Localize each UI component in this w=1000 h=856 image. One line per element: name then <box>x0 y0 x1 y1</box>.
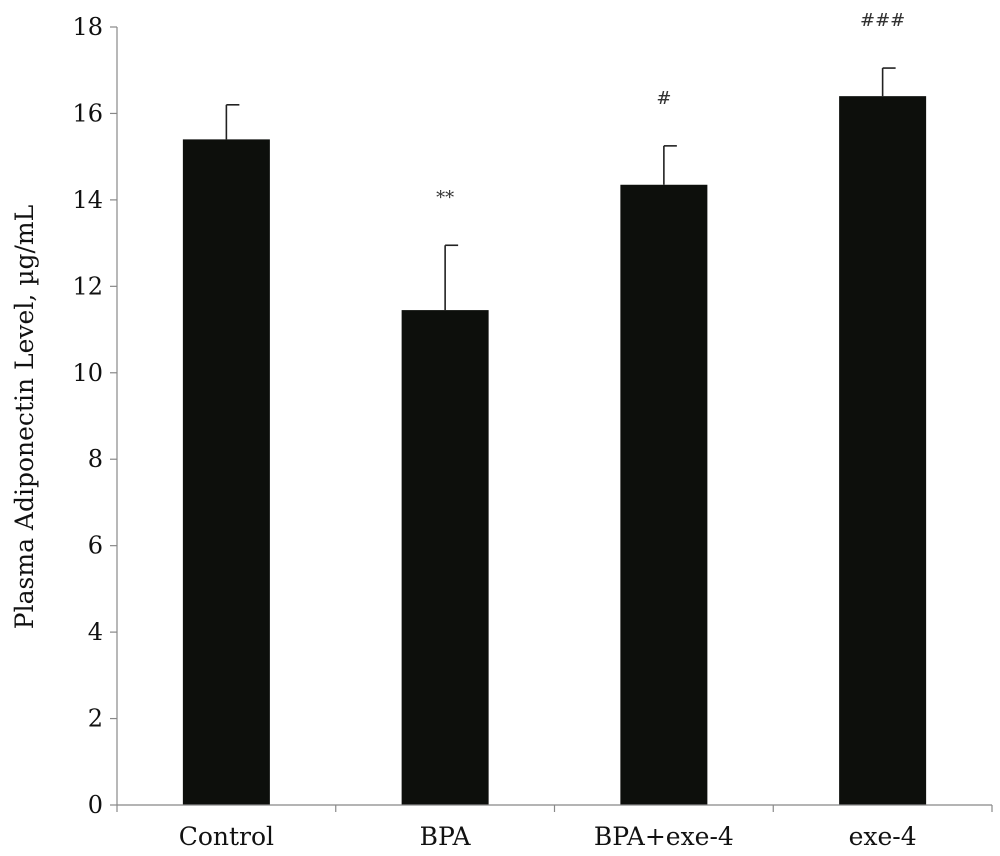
x-category-label: BPA+exe-4 <box>594 822 734 851</box>
y-tick-label: 12 <box>72 272 103 300</box>
error-bars <box>225 67 896 311</box>
y-tick-label: 8 <box>88 445 103 473</box>
significance-annotations: **#### <box>436 10 905 208</box>
bar-2 <box>620 184 708 805</box>
y-tick-label: 18 <box>72 13 103 41</box>
y-axis-ticks: 0 2 4 6 8 10 12 14 16 18 <box>72 13 117 819</box>
y-axis-label: Plasma Adiponectin Level, µg/mL <box>10 205 39 629</box>
y-tick-label: 2 <box>88 705 103 733</box>
bar-3 <box>839 96 927 805</box>
significance-mark: # <box>656 88 671 109</box>
y-tick-label: 0 <box>88 791 103 819</box>
bar-0 <box>182 139 270 805</box>
x-category-label: BPA <box>420 822 472 851</box>
y-tick-label: 6 <box>88 532 103 560</box>
bars <box>182 96 927 805</box>
y-tick-label: 16 <box>72 99 103 127</box>
significance-mark: ### <box>860 10 905 31</box>
x-axis-category-labels: Control BPA BPA+exe-4 exe-4 <box>116 805 993 851</box>
x-category-label: exe-4 <box>849 822 917 851</box>
y-tick-label: 10 <box>72 359 103 387</box>
x-category-label: Control <box>179 822 274 851</box>
y-tick-label: 4 <box>88 618 103 646</box>
y-tick-label: 14 <box>72 186 103 214</box>
significance-mark: ** <box>436 187 454 208</box>
bar-1 <box>401 310 489 805</box>
